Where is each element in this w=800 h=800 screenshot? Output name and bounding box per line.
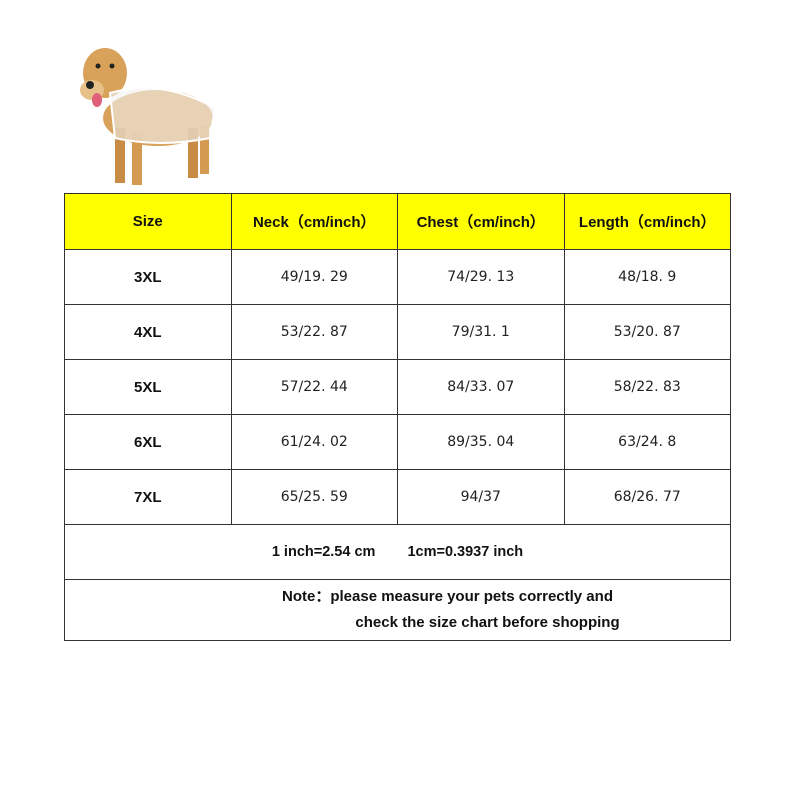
neck-cell: 65/25. 59 [230, 469, 398, 525]
chest-cell: 84/33. 07 [397, 359, 565, 415]
inch-to-cm: 1 inch=2.54 cm [271, 544, 376, 560]
note-line-2: check the size chart before shopping [355, 614, 620, 631]
length-cell: 58/22. 83 [563, 359, 731, 415]
chest-cell: 74/29. 13 [397, 249, 565, 305]
table-row: 4XL 53/22. 87 79/31. 1 53/20. 87 [64, 304, 731, 360]
header-neck: Neck（cm/inch） [230, 193, 398, 250]
length-cell: 48/18. 9 [563, 249, 731, 305]
length-cell: 68/26. 77 [563, 469, 731, 525]
neck-cell: 57/22. 44 [230, 359, 398, 415]
header-chest: Chest（cm/inch） [397, 193, 565, 250]
size-chart-table: Size Neck（cm/inch） Chest（cm/inch） Length… [64, 193, 731, 641]
note-line-1: Note：please measure your pets correctly … [282, 588, 613, 605]
table-row: 6XL 61/24. 02 89/35. 04 63/24. 8 [64, 414, 731, 470]
size-cell: 4XL [64, 304, 232, 360]
dog-raincoat-image [80, 48, 217, 185]
table-row: 7XL 65/25. 59 94/37 68/26. 77 [64, 469, 731, 525]
conversion-cell: 1 inch=2.54 cm 1cm=0.3937 inch [64, 524, 731, 580]
header-size: Size [64, 193, 232, 250]
neck-cell: 49/19. 29 [230, 249, 398, 305]
table-row: 3XL 49/19. 29 74/29. 13 48/18. 9 [64, 249, 731, 305]
cm-to-inch: 1cm=0.3937 inch [407, 544, 524, 560]
size-cell: 6XL [64, 414, 232, 470]
note-row: Note：please measure your pets correctly … [64, 579, 731, 641]
table-row: 5XL 57/22. 44 84/33. 07 58/22. 83 [64, 359, 731, 415]
size-cell: 5XL [64, 359, 232, 415]
conversion-row: 1 inch=2.54 cm 1cm=0.3937 inch [64, 524, 731, 580]
chest-cell: 94/37 [397, 469, 565, 525]
size-cell: 3XL [64, 249, 232, 305]
length-cell: 53/20. 87 [563, 304, 731, 360]
neck-cell: 53/22. 87 [230, 304, 398, 360]
header-length: Length（cm/inch） [563, 193, 731, 250]
neck-cell: 61/24. 02 [230, 414, 398, 470]
note-cell: Note：please measure your pets correctly … [64, 579, 731, 641]
header-row: Size Neck（cm/inch） Chest（cm/inch） Length… [64, 193, 731, 250]
chest-cell: 89/35. 04 [397, 414, 565, 470]
size-cell: 7XL [64, 469, 232, 525]
chest-cell: 79/31. 1 [397, 304, 565, 360]
length-cell: 63/24. 8 [563, 414, 731, 470]
